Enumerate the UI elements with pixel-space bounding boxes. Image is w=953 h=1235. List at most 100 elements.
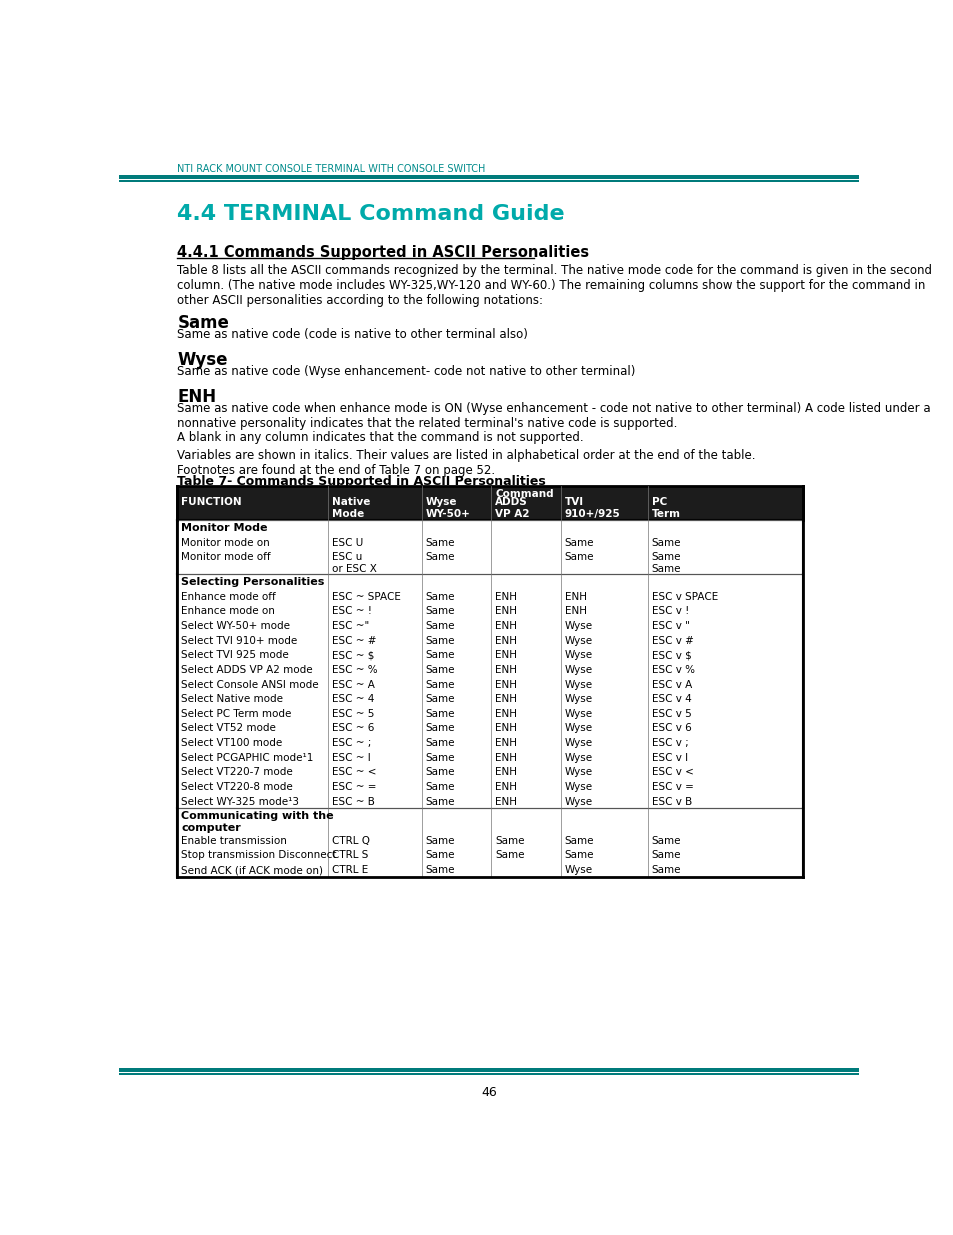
Text: ESC v 6: ESC v 6 xyxy=(651,724,691,734)
Text: Wyse: Wyse xyxy=(564,621,593,631)
Text: Wyse: Wyse xyxy=(564,679,593,689)
Text: ESC ~ <: ESC ~ < xyxy=(332,767,376,777)
Text: Same: Same xyxy=(495,851,524,861)
Text: Same: Same xyxy=(564,537,594,548)
Text: Select VT100 mode: Select VT100 mode xyxy=(181,739,282,748)
Text: Table 7- Commands Supported in ASCII Personalities: Table 7- Commands Supported in ASCII Per… xyxy=(177,474,545,488)
Text: Select PC Term mode: Select PC Term mode xyxy=(181,709,292,719)
Text: Same: Same xyxy=(425,592,455,601)
Text: NTI RACK MOUNT CONSOLE TERMINAL WITH CONSOLE SWITCH: NTI RACK MOUNT CONSOLE TERMINAL WITH CON… xyxy=(177,163,485,174)
Text: ESC v <: ESC v < xyxy=(651,767,693,777)
Text: Same: Same xyxy=(425,664,455,674)
Text: Command: Command xyxy=(495,489,553,499)
FancyBboxPatch shape xyxy=(177,632,802,647)
Text: ESC v !: ESC v ! xyxy=(651,606,688,616)
Text: Same: Same xyxy=(425,767,455,777)
Text: Select ADDS VP A2 mode: Select ADDS VP A2 mode xyxy=(181,664,313,674)
Text: ENH: ENH xyxy=(495,767,517,777)
Text: ESC ~ $: ESC ~ $ xyxy=(332,651,375,661)
Text: ESC v #: ESC v # xyxy=(651,636,693,646)
Text: ESC v %: ESC v % xyxy=(651,664,694,674)
Text: Variables are shown in italics. Their values are listed in alphabetical order at: Variables are shown in italics. Their va… xyxy=(177,450,755,477)
Text: ESC v ;: ESC v ; xyxy=(651,739,688,748)
FancyBboxPatch shape xyxy=(177,793,802,808)
Text: ENH: ENH xyxy=(495,592,517,601)
Text: Select VT52 mode: Select VT52 mode xyxy=(181,724,275,734)
Text: Same: Same xyxy=(651,851,680,861)
Text: Wyse: Wyse xyxy=(564,694,593,704)
Text: Wyse: Wyse xyxy=(564,651,593,661)
FancyBboxPatch shape xyxy=(177,720,802,735)
Text: PC
Term: PC Term xyxy=(651,496,679,519)
Text: ENH: ENH xyxy=(564,592,586,601)
Text: Same: Same xyxy=(495,836,524,846)
Text: ESC ~ 6: ESC ~ 6 xyxy=(332,724,375,734)
FancyBboxPatch shape xyxy=(177,847,802,862)
Text: Same: Same xyxy=(425,651,455,661)
Text: ENH: ENH xyxy=(495,694,517,704)
Text: Wyse: Wyse xyxy=(564,709,593,719)
FancyBboxPatch shape xyxy=(177,589,802,603)
Text: Same: Same xyxy=(425,739,455,748)
Text: Select TVI 910+ mode: Select TVI 910+ mode xyxy=(181,636,297,646)
FancyBboxPatch shape xyxy=(177,692,802,705)
Text: ADDS
VP A2: ADDS VP A2 xyxy=(495,496,529,519)
Text: Same: Same xyxy=(425,836,455,846)
Text: ESC ~ SPACE: ESC ~ SPACE xyxy=(332,592,401,601)
FancyBboxPatch shape xyxy=(177,662,802,677)
FancyBboxPatch shape xyxy=(177,535,802,550)
Text: ESC ~ %: ESC ~ % xyxy=(332,664,377,674)
Text: Select TVI 925 mode: Select TVI 925 mode xyxy=(181,651,289,661)
Text: Same: Same xyxy=(425,537,455,548)
Text: Same: Same xyxy=(425,679,455,689)
Text: Wyse: Wyse xyxy=(564,664,593,674)
Text: Same as native code when enhance mode is ON (Wyse enhancement - code not native : Same as native code when enhance mode is… xyxy=(177,403,930,430)
Text: Same as native code (code is native to other terminal also): Same as native code (code is native to o… xyxy=(177,329,528,341)
FancyBboxPatch shape xyxy=(119,1073,858,1076)
Text: Same: Same xyxy=(564,552,594,562)
Text: Enable transmission: Enable transmission xyxy=(181,836,287,846)
Text: Monitor mode off: Monitor mode off xyxy=(181,552,271,562)
Text: Select VT220-8 mode: Select VT220-8 mode xyxy=(181,782,293,792)
Text: Send ACK (if ACK mode on): Send ACK (if ACK mode on) xyxy=(181,864,323,876)
Text: A blank in any column indicates that the command is not supported.: A blank in any column indicates that the… xyxy=(177,431,583,443)
Text: ENH: ENH xyxy=(495,621,517,631)
Text: Same: Same xyxy=(425,752,455,763)
Text: Select Native mode: Select Native mode xyxy=(181,694,283,704)
Text: Wyse: Wyse xyxy=(564,636,593,646)
Text: ENH: ENH xyxy=(495,664,517,674)
Text: ESC ~ ;: ESC ~ ; xyxy=(332,739,372,748)
FancyBboxPatch shape xyxy=(177,520,802,535)
Text: ESC v 5: ESC v 5 xyxy=(651,709,691,719)
FancyBboxPatch shape xyxy=(177,808,802,832)
Text: ESC ~ B: ESC ~ B xyxy=(332,797,375,806)
Text: ESC v $: ESC v $ xyxy=(651,651,691,661)
Text: Same: Same xyxy=(651,864,680,876)
Text: ESC ~ l: ESC ~ l xyxy=(332,752,371,763)
Text: Select WY-50+ mode: Select WY-50+ mode xyxy=(181,621,290,631)
Text: 4.4 TERMINAL Command Guide: 4.4 TERMINAL Command Guide xyxy=(177,204,564,224)
Text: Wyse: Wyse xyxy=(564,739,593,748)
Text: Same: Same xyxy=(564,836,594,846)
Text: 4.4.1 Commands Supported in ASCII Personalities: 4.4.1 Commands Supported in ASCII Person… xyxy=(177,246,589,261)
FancyBboxPatch shape xyxy=(177,862,802,877)
Text: Same: Same xyxy=(425,552,455,562)
Text: ESC v SPACE: ESC v SPACE xyxy=(651,592,718,601)
Text: Native
Mode: Native Mode xyxy=(332,496,371,519)
FancyBboxPatch shape xyxy=(177,779,802,793)
Text: Same
Same: Same Same xyxy=(651,552,680,574)
Text: Same: Same xyxy=(177,314,229,332)
Text: Same: Same xyxy=(425,797,455,806)
Text: Wyse
WY-50+: Wyse WY-50+ xyxy=(425,496,470,519)
Text: Table 8 lists all the ASCII commands recognized by the terminal. The native mode: Table 8 lists all the ASCII commands rec… xyxy=(177,264,931,306)
Text: ESC ~ =: ESC ~ = xyxy=(332,782,376,792)
Text: Stop transmission Disconnect: Stop transmission Disconnect xyxy=(181,851,336,861)
Text: Same as native code (Wyse enhancement- code not native to other terminal): Same as native code (Wyse enhancement- c… xyxy=(177,366,635,378)
Text: ENH: ENH xyxy=(495,724,517,734)
Text: Enhance mode off: Enhance mode off xyxy=(181,592,275,601)
Text: Same: Same xyxy=(425,709,455,719)
FancyBboxPatch shape xyxy=(119,175,858,179)
Text: Select VT220-7 mode: Select VT220-7 mode xyxy=(181,767,293,777)
Text: ENH: ENH xyxy=(177,388,216,405)
FancyBboxPatch shape xyxy=(119,180,858,182)
